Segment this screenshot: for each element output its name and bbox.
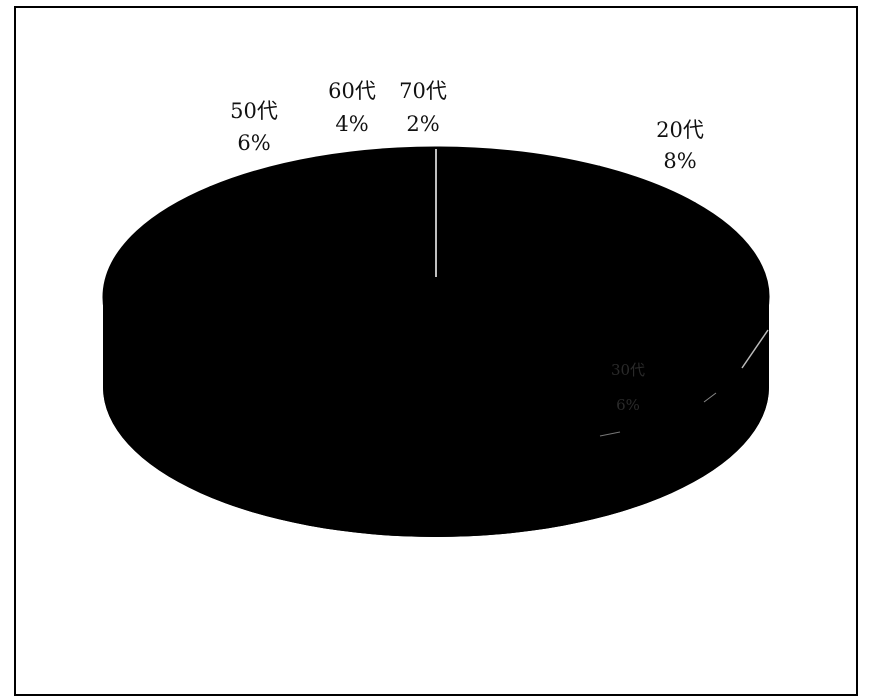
- pie-slice-20代: [435, 146, 601, 299]
- label-50s-name: 50代: [230, 99, 278, 123]
- slice-divider-side: [599, 431, 621, 437]
- label-30s-percent: 6%: [616, 396, 640, 414]
- label-60s: 60代 4%: [328, 79, 376, 136]
- pie-slices: [102, 146, 770, 448]
- label-50s-percent: 6%: [237, 131, 270, 155]
- label-70s: 70代 2%: [399, 79, 447, 136]
- label-60s-percent: 4%: [335, 112, 368, 136]
- label-50s: 50代 6%: [230, 99, 278, 155]
- label-60s-name: 60代: [328, 79, 376, 103]
- pie-slice-30代: [435, 165, 696, 298]
- pie-slice-50代: [209, 156, 437, 298]
- label-70s-percent: 2%: [406, 112, 439, 136]
- slice-divider-side: [703, 392, 717, 403]
- label-70s-name: 70代: [399, 79, 447, 103]
- label-20s-percent: 8%: [663, 149, 696, 173]
- label-30s: 30代 6%: [611, 361, 645, 414]
- label-20s-name: 20代: [656, 118, 704, 142]
- label-20s: 20代 8%: [656, 118, 704, 173]
- label-30s-name: 30代: [611, 361, 645, 379]
- slice-divider-side: [741, 329, 769, 369]
- pie-slice-70代: [396, 146, 440, 298]
- pie-slice-40代: [102, 186, 770, 448]
